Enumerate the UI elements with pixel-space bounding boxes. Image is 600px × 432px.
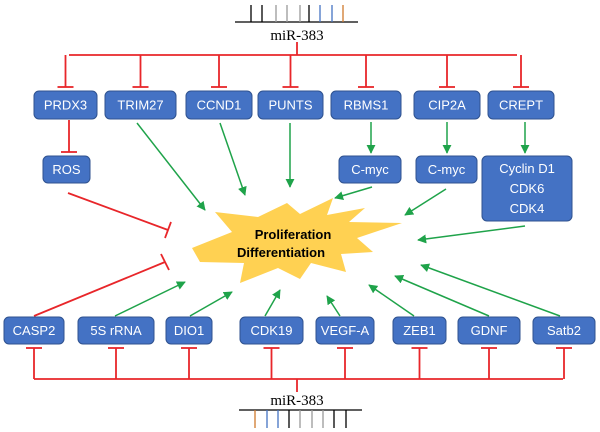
outcome-differentiation: Differentiation xyxy=(237,245,325,260)
ros-box[interactable]: ROS xyxy=(42,155,91,184)
target-box-crept-label: CREPT xyxy=(499,98,543,113)
cmyc-box-1[interactable]: C-myc xyxy=(338,155,402,184)
target-box-trim27[interactable]: TRIM27 xyxy=(104,90,177,120)
target-box-gdnf-label: GDNF xyxy=(471,323,508,338)
outcome-proliferation: Proliferation xyxy=(255,227,332,242)
target-box-ccnd1-label: CCND1 xyxy=(197,98,242,113)
target-box-casp2[interactable]: CASP2 xyxy=(3,316,65,345)
target-box-vegf-a-label: VEGF-A xyxy=(321,323,370,338)
cmyc-box-2-label: C-myc xyxy=(428,162,466,177)
target-box-rbms1-label: RBMS1 xyxy=(344,98,389,113)
cyclin-cdk-box-label: CDK4 xyxy=(510,201,545,216)
target-box-5s-rrna-label: 5S rRNA xyxy=(90,323,142,338)
mirna-bottom-glyph xyxy=(239,409,362,428)
target-box-cdk19[interactable]: CDK19 xyxy=(239,316,304,345)
target-box-casp2-label: CASP2 xyxy=(13,323,56,338)
target-box-crept[interactable]: CREPT xyxy=(487,90,555,120)
target-box-cdk19-label: CDK19 xyxy=(251,323,293,338)
promotion-arrows xyxy=(114,122,561,317)
target-box-punts-label: PUNTS xyxy=(268,98,312,113)
target-box-punts[interactable]: PUNTS xyxy=(257,90,324,120)
target-box-cip2a-label: CIP2A xyxy=(428,98,466,113)
mirna-top-label: miR-383 xyxy=(270,28,323,44)
target-box-rbms1[interactable]: RBMS1 xyxy=(330,90,402,120)
target-box-dio1-label: DIO1 xyxy=(174,323,204,338)
cyclin-cdk-box-label: Cyclin D1 xyxy=(499,161,555,176)
target-box-cip2a[interactable]: CIP2A xyxy=(413,90,481,120)
target-box-trim27-label: TRIM27 xyxy=(117,98,163,113)
cmyc-box-1-label: C-myc xyxy=(351,162,389,177)
target-box-5s-rrna[interactable]: 5S rRNA xyxy=(77,316,155,345)
outcome-burst xyxy=(192,198,402,283)
target-box-dio1[interactable]: DIO1 xyxy=(165,316,213,345)
target-box-prdx3-label: PRDX3 xyxy=(44,98,87,113)
inhibition-lines xyxy=(26,42,572,392)
target-box-gdnf[interactable]: GDNF xyxy=(457,316,521,345)
cyclin-cdk-box[interactable]: Cyclin D1 CDK6 CDK4 xyxy=(481,155,573,222)
target-box-zeb1[interactable]: ZEB1 xyxy=(392,316,447,345)
target-box-satb2[interactable]: Satb2 xyxy=(532,316,596,345)
cmyc-box-2[interactable]: C-myc xyxy=(415,155,478,184)
target-box-vegf-a[interactable]: VEGF-A xyxy=(315,316,375,345)
target-box-prdx3[interactable]: PRDX3 xyxy=(33,90,98,120)
ros-box-label: ROS xyxy=(52,162,81,177)
mirna-top-glyph xyxy=(235,5,358,23)
target-box-zeb1-label: ZEB1 xyxy=(403,323,436,338)
cyclin-cdk-box-label: CDK6 xyxy=(510,181,545,196)
target-box-satb2-label: Satb2 xyxy=(547,323,581,338)
target-box-ccnd1[interactable]: CCND1 xyxy=(185,90,253,120)
mirna-bottom-label: miR-383 xyxy=(270,393,323,409)
